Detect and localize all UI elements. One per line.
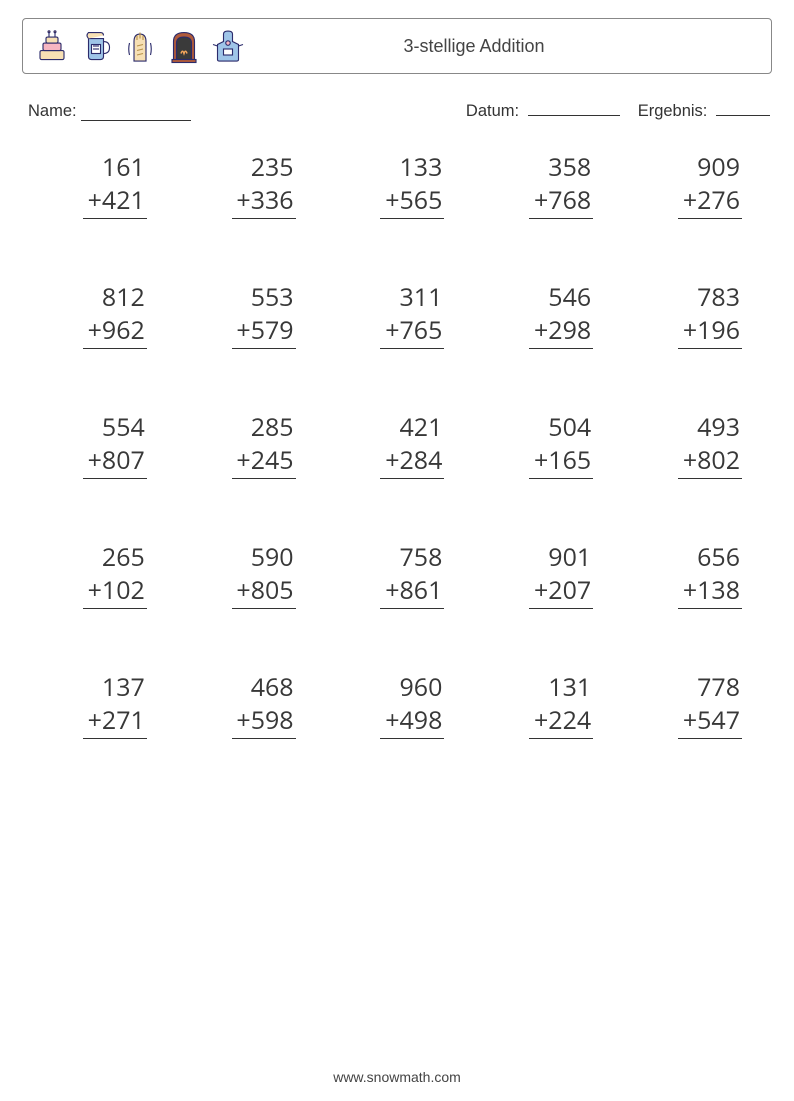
problem: 656+138 [647,541,742,609]
addend-top: 161 [102,151,147,184]
problem: 161+421 [52,151,147,219]
worksheet-title: 3-stellige Addition [247,36,761,57]
addend-top: 285 [251,411,296,444]
addend-top: 656 [697,541,742,574]
addend-top: 783 [697,281,742,314]
addend-top: 960 [400,671,445,704]
addend-bottom: +245 [232,444,296,479]
problem: 311+765 [350,281,445,349]
problems-grid: 161+421 235+336 133+565 358+768 909+276 812+9… [22,151,772,739]
result-blank [716,98,770,116]
addend-bottom: +861 [380,574,444,609]
addend-top: 468 [251,671,296,704]
result-label: Ergebnis: [638,102,708,120]
meta-date: Datum: [466,98,620,121]
addend-bottom: +807 [83,444,147,479]
oven-icon [165,27,203,65]
addend-bottom: +805 [232,574,296,609]
addend-top: 553 [251,281,296,314]
addend-top: 909 [697,151,742,184]
apron-icon [209,27,247,65]
addend-top: 421 [400,411,445,444]
problem: 783+196 [647,281,742,349]
header-icons [33,27,247,65]
problem: 909+276 [647,151,742,219]
problem: 504+165 [498,411,593,479]
meta-row: Name: Datum: Ergebnis: [22,98,772,121]
addend-top: 133 [400,151,445,184]
worksheet-page: 3-stellige Addition Name: Datum: Ergebni… [0,0,794,1101]
addend-bottom: +802 [678,444,742,479]
addend-bottom: +336 [232,184,296,219]
problem: 554+807 [52,411,147,479]
meta-name: Name: [28,98,191,121]
footer-url: www.snowmath.com [22,1069,772,1101]
bread-icon [121,27,159,65]
addend-bottom: +962 [83,314,147,349]
addend-top: 812 [102,281,147,314]
addend-top: 493 [697,411,742,444]
addend-bottom: +421 [83,184,147,219]
problem: 546+298 [498,281,593,349]
cake-icon [33,27,71,65]
addend-bottom: +765 [380,314,444,349]
problem: 133+565 [350,151,445,219]
addend-bottom: +547 [678,704,742,739]
problem: 131+224 [498,671,593,739]
addend-top: 137 [102,671,147,704]
addend-top: 311 [400,281,445,314]
addend-top: 131 [548,671,593,704]
addend-bottom: +579 [232,314,296,349]
addend-bottom: +102 [83,574,147,609]
problem: 468+598 [201,671,296,739]
problem: 358+768 [498,151,593,219]
problem: 493+802 [647,411,742,479]
problem: 421+284 [350,411,445,479]
addend-bottom: +298 [529,314,593,349]
problem: 812+962 [52,281,147,349]
problem: 553+579 [201,281,296,349]
name-label: Name: [28,102,77,121]
addend-bottom: +271 [83,704,147,739]
addend-top: 590 [251,541,296,574]
problem: 758+861 [350,541,445,609]
problem: 778+547 [647,671,742,739]
header-bar: 3-stellige Addition [22,18,772,74]
problem: 137+271 [52,671,147,739]
meta-result: Ergebnis: [638,98,770,121]
addend-bottom: +498 [380,704,444,739]
addend-bottom: +207 [529,574,593,609]
addend-top: 778 [697,671,742,704]
addend-bottom: +196 [678,314,742,349]
problem: 285+245 [201,411,296,479]
addend-top: 504 [548,411,593,444]
addend-top: 358 [548,151,593,184]
date-blank [528,98,620,116]
addend-bottom: +598 [232,704,296,739]
cup-icon [77,27,115,65]
addend-bottom: +565 [380,184,444,219]
addend-bottom: +224 [529,704,593,739]
addend-bottom: +276 [678,184,742,219]
problem: 235+336 [201,151,296,219]
problem: 590+805 [201,541,296,609]
date-label: Datum: [466,102,519,120]
addend-top: 901 [548,541,593,574]
addend-top: 554 [102,411,147,444]
addend-top: 758 [400,541,445,574]
problem: 265+102 [52,541,147,609]
addend-bottom: +138 [678,574,742,609]
addend-top: 265 [102,541,147,574]
addend-top: 235 [251,151,296,184]
addend-bottom: +284 [380,444,444,479]
addend-top: 546 [548,281,593,314]
problem: 960+498 [350,671,445,739]
problem: 901+207 [498,541,593,609]
addend-bottom: +165 [529,444,593,479]
addend-bottom: +768 [529,184,593,219]
name-blank [81,103,191,121]
